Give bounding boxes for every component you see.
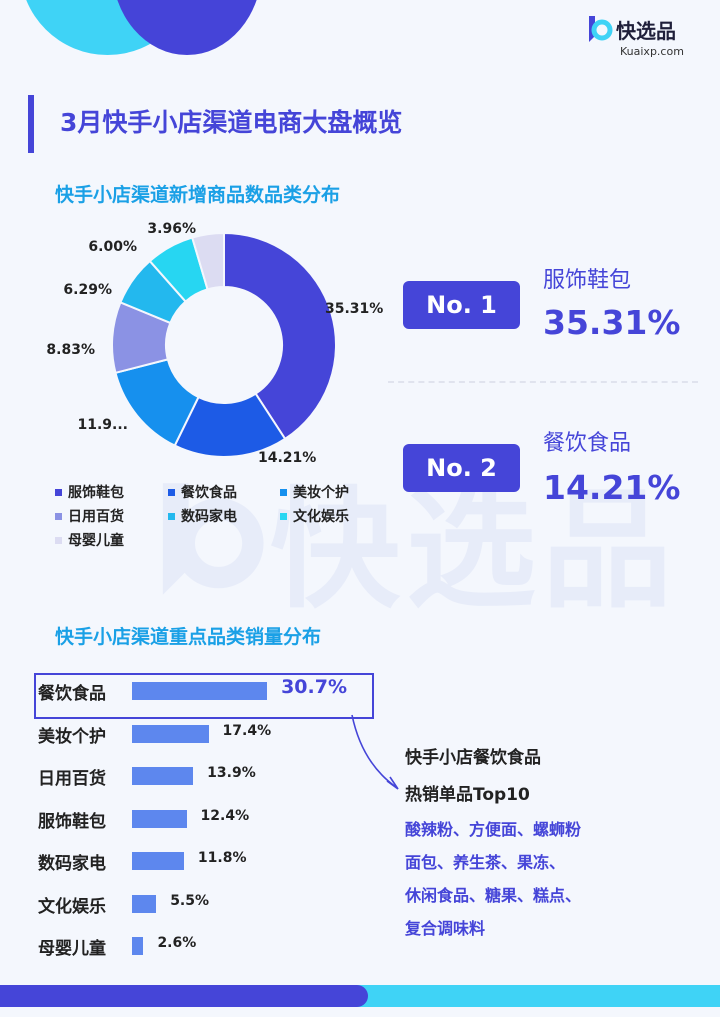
legend-swatch xyxy=(55,512,62,520)
title-accent-bar xyxy=(28,95,34,153)
brand-url: Kuaixp.com xyxy=(620,45,684,58)
legend-item: 文化娱乐 xyxy=(280,506,349,526)
legend-swatch xyxy=(280,488,287,496)
rank-1-value: 35.31% xyxy=(543,303,681,342)
donut-data-label: 14.21% xyxy=(258,450,316,466)
bar-value-label: 12.4% xyxy=(200,807,250,824)
bar-row: 餐饮食品 30.7% xyxy=(38,675,368,705)
legend-item: 日用百货 xyxy=(55,506,124,526)
bar-row: 日用百货 13.9% xyxy=(38,760,368,790)
legend-swatch xyxy=(168,512,175,520)
bar-category-label: 餐饮食品 xyxy=(38,684,106,704)
legend-label: 日用百货 xyxy=(68,509,124,525)
donut-data-label: 35.31% xyxy=(325,301,383,317)
bar-category-label: 服饰鞋包 xyxy=(38,811,106,832)
bar-value-label: 5.5% xyxy=(170,892,210,909)
bar-category-label: 日用百货 xyxy=(38,769,106,789)
page-title: 3月快手小店渠道电商大盘概览 xyxy=(60,108,403,137)
hot-title-line1: 快手小店餐饮食品 xyxy=(405,748,541,768)
bar-value-label: 2.6% xyxy=(157,935,197,951)
legend-swatch xyxy=(55,488,62,496)
legend-item: 美妆个护 xyxy=(280,482,349,502)
bar-row: 数码家电 11.8% xyxy=(38,845,368,875)
bar xyxy=(132,852,184,870)
bar xyxy=(132,937,144,955)
legend-label: 母婴儿童 xyxy=(68,533,124,549)
legend-swatch xyxy=(280,512,287,520)
bar-value-label: 17.4% xyxy=(222,722,272,739)
bar-row: 美妆个护 17.4% xyxy=(38,718,368,748)
bar-row: 文化娱乐 5.5% xyxy=(38,888,368,918)
bar xyxy=(132,809,187,828)
donut-data-label: 8.83% xyxy=(46,342,95,358)
legend-label: 餐饮食品 xyxy=(181,485,237,501)
hot-item-line: 休闲食品、糖果、糕点、 xyxy=(405,886,582,905)
bar-category-label: 美妆个护 xyxy=(38,726,106,747)
hot-item-line: 面包、养生茶、果冻、 xyxy=(405,853,566,872)
donut-slice-1 xyxy=(223,231,337,441)
bar-value-label: 13.9% xyxy=(207,765,256,781)
watermark-logo-icon xyxy=(162,483,264,595)
bar-row: 母婴儿童 2.6% xyxy=(38,930,368,960)
legend-swatch xyxy=(168,488,175,496)
hot-item-line: 复合调味料 xyxy=(405,919,486,938)
bar-category-label: 数码家电 xyxy=(38,854,106,874)
brand-logo-icon xyxy=(589,16,613,42)
brand-logo: 快选品 Kuaixp.com xyxy=(586,14,696,58)
legend-item: 服饰鞋包 xyxy=(55,482,124,502)
donut-slice-7 xyxy=(190,231,225,291)
arrow-icon xyxy=(351,714,399,790)
donut-chart: 35.31% 14.21% 11.9... 8.83% 6.29% 6.00% 3.96% xyxy=(46,221,383,466)
rank-2-badge: No. 2 xyxy=(403,444,520,492)
bar xyxy=(132,767,194,785)
rank-divider xyxy=(388,381,698,383)
donut-data-label: 3.96% xyxy=(147,221,196,237)
legend-item: 数码家电 xyxy=(168,506,237,526)
watermark-text: 快选品 xyxy=(270,474,679,626)
legend-item: 母婴儿童 xyxy=(55,530,124,550)
legend-label: 美妆个护 xyxy=(293,485,349,501)
rank-2-value: 14.21% xyxy=(543,468,681,507)
legend-label: 数码家电 xyxy=(181,509,237,525)
section-title-sales: 快手小店渠道重点品类销量分布 xyxy=(55,626,322,648)
watermark: 快选品 xyxy=(150,445,678,633)
section-title-new-products: 快手小店渠道新增商品数品类分布 xyxy=(55,184,341,206)
rank-1-badge: No. 1 xyxy=(403,281,520,329)
footer-bar-blue xyxy=(0,985,368,1007)
bar xyxy=(132,894,157,913)
bar-value-label: 30.7% xyxy=(281,676,347,698)
bar xyxy=(132,724,209,743)
brand-name: 快选品 xyxy=(616,18,676,43)
donut-data-label: 11.9... xyxy=(78,417,129,433)
legend-label: 文化娱乐 xyxy=(293,509,349,525)
rank-2-category: 餐饮食品 xyxy=(543,431,632,456)
donut-data-label: 6.00% xyxy=(88,239,137,255)
donut-data-label: 6.29% xyxy=(63,282,112,298)
highlight-box xyxy=(34,673,374,719)
legend-item: 餐饮食品 xyxy=(168,482,237,502)
legend-swatch xyxy=(55,536,62,544)
hot-item-line: 酸辣粉、方便面、螺蛳粉 xyxy=(405,820,582,839)
bar-row: 服饰鞋包 12.4% xyxy=(38,803,368,833)
bar xyxy=(132,682,268,700)
legend-label: 服饰鞋包 xyxy=(68,485,124,501)
bar-category-label: 母婴儿童 xyxy=(38,939,106,959)
hot-title-line2: 热销单品Top10 xyxy=(405,785,530,805)
rank-1-category: 服饰鞋包 xyxy=(543,268,632,293)
bar-value-label: 11.8% xyxy=(197,850,247,866)
bar-category-label: 文化娱乐 xyxy=(38,896,106,917)
